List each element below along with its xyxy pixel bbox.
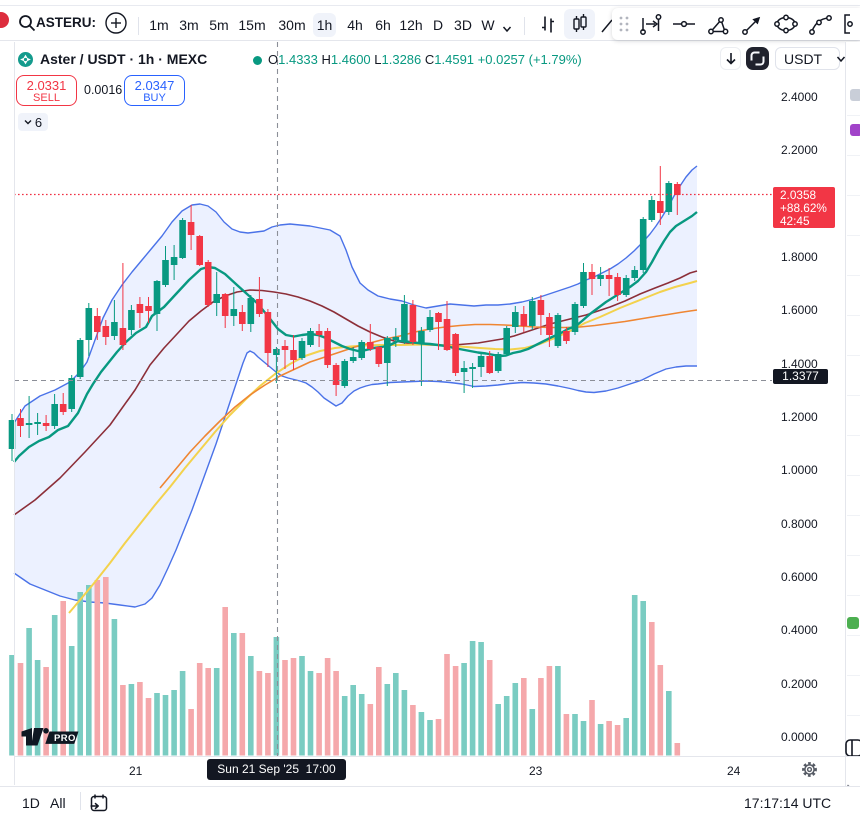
svg-text:PRO: PRO (54, 733, 76, 744)
